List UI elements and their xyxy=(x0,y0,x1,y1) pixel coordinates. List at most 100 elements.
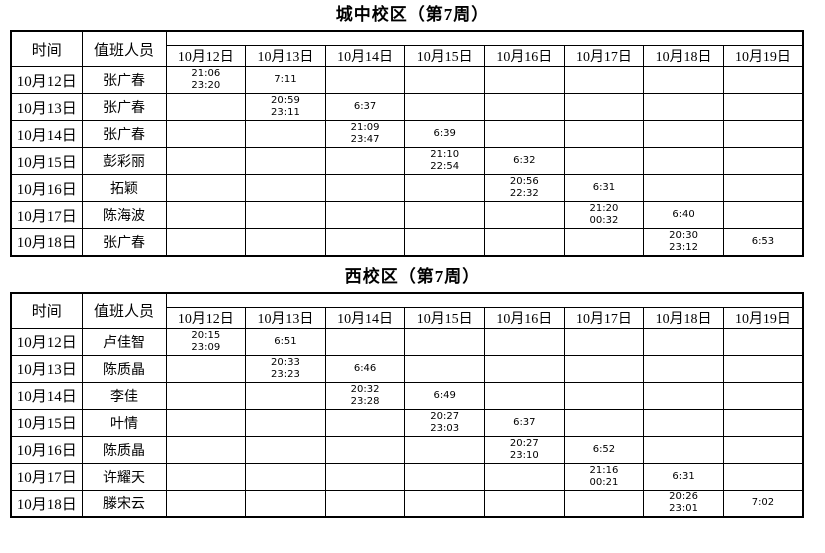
duty-table-body: 10月12日 卢佳智 20:15 23:09 6:51 10月13日 陈质晶 20:33 2… xyxy=(10,327,804,518)
time-cell xyxy=(643,408,724,437)
row-date-cell: 10月12日 xyxy=(10,327,83,356)
date-column-header: 10月17日 xyxy=(563,306,645,329)
person-cell: 陈海波 xyxy=(81,201,167,229)
time-cell xyxy=(484,120,565,148)
time-cell xyxy=(722,120,804,148)
time-cell: 21:10 22:54 xyxy=(404,147,485,175)
time-cell xyxy=(245,228,326,256)
time-cell xyxy=(245,489,326,518)
time-cell xyxy=(404,435,485,464)
schedule-document: 城中校区（第7周） 时间 值班人员 10月12日 10月13日 10月14日 10月1… xyxy=(0,0,825,518)
person-cell: 滕宋云 xyxy=(81,489,167,518)
time-cell xyxy=(245,201,326,229)
time-cell xyxy=(165,201,247,229)
date-column-header: 10月16日 xyxy=(484,45,565,67)
time-cell xyxy=(404,228,485,256)
time-cell: 7:11 xyxy=(245,66,326,94)
person-cell: 张广春 xyxy=(81,120,167,148)
time-cell xyxy=(324,408,406,437)
table-row: 10月13日 张广春 20:59 23:11 6:37 xyxy=(10,93,804,121)
time-cell xyxy=(563,228,645,256)
row-date-cell: 10月18日 xyxy=(10,228,83,256)
time-cell xyxy=(404,354,485,383)
time-cell xyxy=(245,435,326,464)
table-row: 10月15日 叶情 20:27 23:03 6:37 xyxy=(10,408,804,437)
time-cell xyxy=(563,381,645,410)
time-column-header: 时间 xyxy=(10,30,83,67)
date-column-header: 10月12日 xyxy=(165,306,247,329)
time-cell xyxy=(484,354,565,383)
time-cell xyxy=(484,66,565,94)
time-cell: 6:31 xyxy=(563,174,645,202)
time-cell: 20:27 23:10 xyxy=(484,435,565,464)
person-column-header: 值班人员 xyxy=(81,30,167,67)
time-cell xyxy=(563,93,645,121)
person-cell: 李佳 xyxy=(81,381,167,410)
time-cell xyxy=(404,462,485,491)
time-cell xyxy=(643,66,724,94)
header-row-top: 时间 值班人员 xyxy=(10,292,804,329)
table-row: 10月18日 滕宋云 20:26 23:01 7:02 xyxy=(10,489,804,518)
row-date-cell: 10月15日 xyxy=(10,147,83,175)
time-cell xyxy=(165,93,247,121)
person-cell: 彭彩丽 xyxy=(81,147,167,175)
time-cell xyxy=(722,354,804,383)
row-date-cell: 10月17日 xyxy=(10,462,83,491)
time-cell: 20:33 23:23 xyxy=(245,354,326,383)
time-cell xyxy=(324,174,406,202)
time-cell xyxy=(722,93,804,121)
time-cell xyxy=(563,120,645,148)
time-cell xyxy=(643,327,724,356)
date-column-header: 10月18日 xyxy=(643,45,724,67)
date-column-header: 10月14日 xyxy=(324,306,406,329)
time-cell: 20:30 23:12 xyxy=(643,228,724,256)
time-cell xyxy=(245,147,326,175)
time-cell: 6:37 xyxy=(484,408,565,437)
time-cell xyxy=(324,228,406,256)
row-date-cell: 10月12日 xyxy=(10,66,83,94)
time-cell xyxy=(165,174,247,202)
table-row: 10月15日 彭彩丽 21:10 22:54 6:32 xyxy=(10,147,804,175)
table-row: 10月14日 张广春 21:09 23:47 6:39 xyxy=(10,120,804,148)
time-cell xyxy=(722,462,804,491)
time-cell: 6:53 xyxy=(722,228,804,256)
time-cell xyxy=(563,408,645,437)
row-date-cell: 10月15日 xyxy=(10,408,83,437)
duty-table: 时间 值班人员 10月12日 10月13日 10月14日 10月15日 10月16日 10… xyxy=(10,291,804,518)
time-cell xyxy=(165,435,247,464)
time-cell: 21:16 00:21 xyxy=(563,462,645,491)
time-cell xyxy=(165,462,247,491)
row-date-cell: 10月18日 xyxy=(10,489,83,518)
time-cell: 7:02 xyxy=(722,489,804,518)
date-column-header: 10月19日 xyxy=(722,45,804,67)
campus-section-west: 西校区（第7周） 时间 值班人员 10月12日 10月13日 10月14日 10月15… xyxy=(0,257,825,518)
person-cell: 张广春 xyxy=(81,66,167,94)
time-cell xyxy=(165,228,247,256)
time-cell xyxy=(484,489,565,518)
time-cell xyxy=(245,120,326,148)
row-date-cell: 10月14日 xyxy=(10,120,83,148)
time-cell: 6:39 xyxy=(404,120,485,148)
person-cell: 许耀天 xyxy=(81,462,167,491)
time-cell xyxy=(245,462,326,491)
time-cell xyxy=(404,66,485,94)
time-cell xyxy=(722,408,804,437)
time-cell: 20:59 23:11 xyxy=(245,93,326,121)
time-cell: 20:27 23:03 xyxy=(404,408,485,437)
time-cell: 20:32 23:28 xyxy=(324,381,406,410)
table-row: 10月12日 卢佳智 20:15 23:09 6:51 xyxy=(10,327,804,356)
campus-section-central: 城中校区（第7周） 时间 值班人员 10月12日 10月13日 10月14日 10月1… xyxy=(0,0,825,257)
time-cell: 6:32 xyxy=(484,147,565,175)
table-title: 城中校区（第7周） xyxy=(335,5,490,24)
person-cell: 陈质晶 xyxy=(81,354,167,383)
time-cell xyxy=(165,147,247,175)
time-cell xyxy=(245,174,326,202)
duty-table-body: 10月12日 张广春 21:06 23:20 7:11 10月13日 张广春 20:59 2… xyxy=(10,66,804,256)
duty-table: 时间 值班人员 10月12日 10月13日 10月14日 10月15日 10月16日 10… xyxy=(10,30,804,257)
time-cell xyxy=(722,327,804,356)
time-cell: 6:31 xyxy=(643,462,724,491)
date-column-header: 10月13日 xyxy=(245,306,326,329)
table-row: 10月14日 李佳 20:32 23:28 6:49 xyxy=(10,381,804,410)
time-cell xyxy=(643,93,724,121)
table-row: 10月12日 张广春 21:06 23:20 7:11 xyxy=(10,66,804,94)
